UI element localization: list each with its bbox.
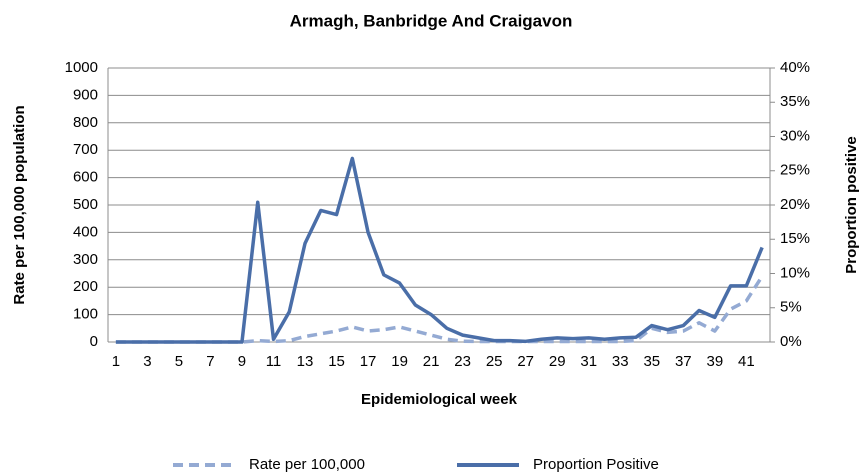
x-tick-label: 19 — [391, 353, 408, 370]
y2-tick-label: 40% — [780, 59, 810, 76]
x-axis-title: Epidemiological week — [361, 391, 518, 408]
x-tick-label: 5 — [175, 353, 183, 370]
y-tick-label: 600 — [73, 169, 98, 186]
y-tick-label: 200 — [73, 278, 98, 295]
x-tick-label: 9 — [238, 353, 246, 370]
y2-tick-label: 15% — [780, 230, 810, 247]
y2-tick-label: 5% — [780, 299, 802, 316]
legend-label: Proportion Positive — [533, 456, 659, 473]
chart-title: Armagh, Banbridge And Craigavon — [290, 11, 573, 30]
x-tick-label: 29 — [549, 353, 566, 370]
y2-tick-label: 20% — [780, 196, 810, 213]
y-tick-label: 100 — [73, 306, 98, 323]
y2-tick-label: 0% — [780, 333, 802, 350]
x-tick-label: 37 — [675, 353, 692, 370]
x-tick-label: 15 — [328, 353, 345, 370]
y2-tick-label: 35% — [780, 93, 810, 110]
x-tick-label: 1 — [112, 353, 120, 370]
y2-axis-title: Proportion positive — [843, 136, 860, 274]
x-tick-label: 33 — [612, 353, 629, 370]
x-tick-label: 27 — [517, 353, 534, 370]
y-tick-label: 800 — [73, 114, 98, 131]
legend-label: Rate per 100,000 — [249, 456, 365, 473]
y-tick-label: 400 — [73, 223, 98, 240]
x-tick-label: 41 — [738, 353, 755, 370]
x-tick-label: 11 — [266, 353, 282, 370]
y-axis-title: Rate per 100,000 population — [11, 105, 28, 304]
y2-tick-label: 25% — [780, 162, 810, 179]
x-tick-label: 21 — [423, 353, 440, 370]
x-tick-label: 23 — [454, 353, 471, 370]
y-tick-label: 700 — [73, 141, 98, 158]
y-tick-label: 500 — [73, 196, 98, 213]
x-tick-label: 3 — [143, 353, 151, 370]
y-tick-label: 1000 — [65, 59, 98, 76]
x-tick-label: 25 — [486, 353, 503, 370]
x-tick-label: 7 — [206, 353, 214, 370]
x-tick-label: 35 — [643, 353, 660, 370]
x-tick-label: 17 — [360, 353, 377, 370]
y-tick-label: 300 — [73, 251, 98, 268]
y2-tick-label: 30% — [780, 127, 810, 144]
y-tick-label: 900 — [73, 86, 98, 103]
y2-tick-label: 10% — [780, 264, 810, 281]
series-line — [115, 275, 764, 344]
x-tick-label: 39 — [706, 353, 723, 370]
x-tick-label: 13 — [297, 353, 314, 370]
y-tick-label: 0 — [90, 333, 98, 350]
series-line — [115, 156, 764, 344]
x-tick-label: 31 — [580, 353, 597, 370]
